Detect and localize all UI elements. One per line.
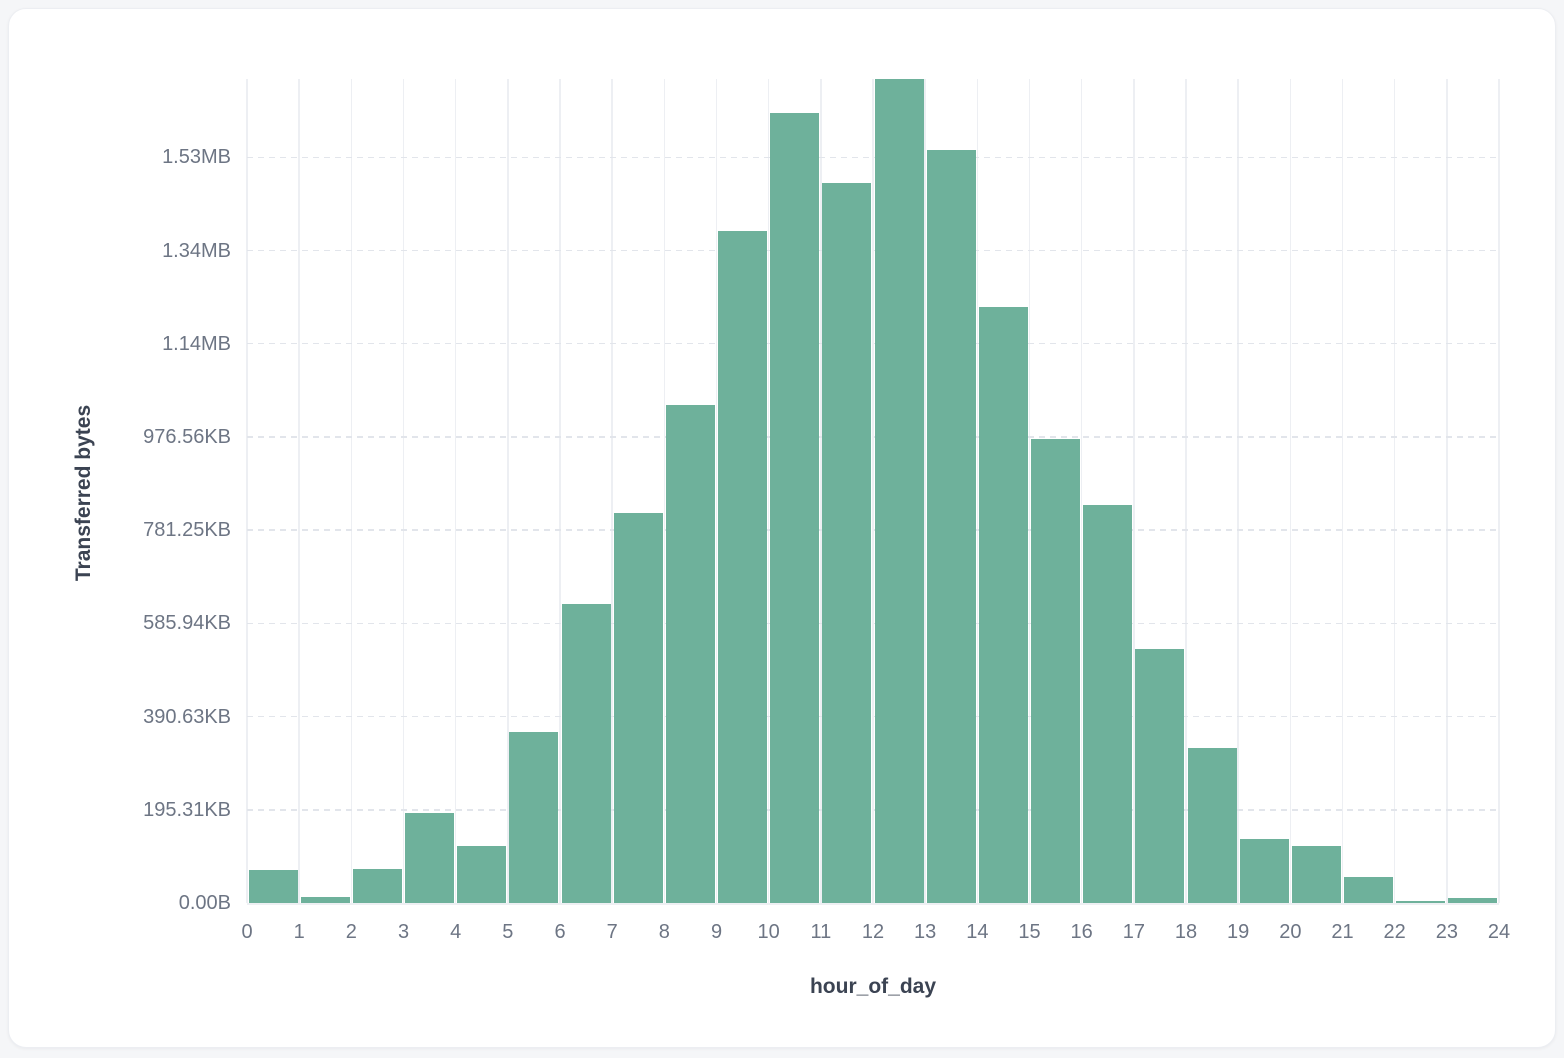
bar-hour-5[interactable] <box>509 731 559 903</box>
gridline-vertical <box>872 79 874 903</box>
bar-hour-13[interactable] <box>926 150 976 903</box>
x-tick-label: 0 <box>241 921 253 943</box>
x-tick-label: 3 <box>397 921 410 943</box>
gridline-vertical <box>298 79 300 903</box>
bar-hour-11[interactable] <box>822 183 872 903</box>
x-tick-label: 24 <box>1487 921 1511 943</box>
x-tick-label: 18 <box>1174 921 1198 943</box>
gridline-horizontal <box>247 715 1499 718</box>
gridline-vertical <box>924 79 926 903</box>
gridline-vertical <box>350 79 353 903</box>
gridline-vertical <box>1341 79 1344 903</box>
bar-hour-20[interactable] <box>1291 846 1341 903</box>
gridline-vertical <box>715 79 718 903</box>
bar-hour-4[interactable] <box>457 845 507 903</box>
bar-hour-12[interactable] <box>874 79 924 903</box>
x-tick-label: 1 <box>293 921 305 943</box>
gridline-vertical <box>611 79 613 903</box>
x-tick-label: 4 <box>450 921 462 943</box>
gridline-vertical <box>454 79 457 903</box>
gridline-vertical <box>1237 79 1239 903</box>
x-tick-label: 9 <box>710 921 723 943</box>
gridline-horizontal <box>247 622 1499 625</box>
gridline-vertical <box>976 79 979 903</box>
x-axis-title: hour_of_day <box>809 975 937 998</box>
bar-hour-17[interactable] <box>1135 649 1185 903</box>
bar-hour-14[interactable] <box>978 306 1028 903</box>
y-tick-label: 781.25KB <box>143 519 231 542</box>
bar-hour-21[interactable] <box>1344 876 1394 903</box>
bar-hour-0[interactable] <box>248 870 298 903</box>
gridline-horizontal <box>247 529 1499 531</box>
bar-hour-16[interactable] <box>1083 504 1133 903</box>
gridline-horizontal <box>247 809 1499 811</box>
gridline-vertical <box>559 79 561 903</box>
gridline-vertical <box>663 79 666 903</box>
x-tick-label: 6 <box>554 921 566 943</box>
gridline-vertical <box>246 79 248 903</box>
bar-hour-6[interactable] <box>561 604 611 903</box>
gridline-vertical <box>402 79 405 903</box>
x-tick-label: 21 <box>1331 921 1354 943</box>
gridline-horizontal <box>247 156 1499 159</box>
x-tick-label: 20 <box>1279 921 1302 943</box>
y-tick-label: 195.31KB <box>143 798 231 821</box>
bar-hour-23[interactable] <box>1448 897 1498 903</box>
x-tick-label: 15 <box>1018 921 1041 943</box>
x-tick-label: 14 <box>966 921 989 943</box>
y-tick-label: 1.53MB <box>162 146 231 169</box>
x-tick-label: 13 <box>914 921 937 943</box>
y-tick-label: 390.63KB <box>143 705 231 728</box>
y-tick-label: 585.94KB <box>143 612 231 635</box>
gridline-vertical <box>1080 79 1083 903</box>
x-tick-label: 23 <box>1435 921 1458 943</box>
gridline-vertical <box>767 79 770 903</box>
gridline-vertical <box>1446 79 1448 903</box>
bar-hour-22[interactable] <box>1396 901 1446 903</box>
gridline-horizontal <box>247 249 1499 252</box>
x-tick-label: 10 <box>757 921 780 943</box>
gridline-vertical <box>1393 79 1396 903</box>
x-tick-label: 22 <box>1383 921 1406 943</box>
bar-hour-15[interactable] <box>1031 438 1081 903</box>
x-tick-label: 11 <box>810 921 832 943</box>
y-tick-label: 1.14MB <box>162 332 231 355</box>
x-tick-label: 17 <box>1122 921 1145 943</box>
bar-hour-19[interactable] <box>1239 838 1289 903</box>
gridline-vertical <box>1498 79 1500 903</box>
x-tick-label: 12 <box>861 921 885 943</box>
bar-hour-10[interactable] <box>770 113 820 903</box>
x-tick-label: 19 <box>1227 921 1250 943</box>
gridline-vertical <box>1133 79 1135 903</box>
x-tick-label: 16 <box>1070 921 1093 943</box>
x-axis-line <box>247 903 1499 905</box>
plot-area: 0 1 2 3 4 5 6 7 8 9 10 11 12 13 14 15 16 17 18 19 20 21 22 23 24… <box>143 79 1510 943</box>
gridline-vertical <box>1028 79 1031 903</box>
gridline-horizontal <box>247 342 1499 345</box>
x-tick-label: 8 <box>658 921 670 943</box>
gridline-vertical <box>507 79 509 903</box>
y-axis-title: Transferred bytes <box>72 404 95 582</box>
gridline-vertical <box>820 79 822 903</box>
bar-hour-1[interactable] <box>300 897 350 903</box>
bar-hour-2[interactable] <box>352 869 402 903</box>
bar-hour-8[interactable] <box>665 405 715 903</box>
bar-hour-7[interactable] <box>613 512 663 903</box>
gridline-horizontal <box>247 436 1499 438</box>
x-tick-label: 7 <box>606 921 618 943</box>
gridline-vertical <box>1289 79 1292 903</box>
bar-hour-9[interactable] <box>718 230 768 903</box>
bar-hour-3[interactable] <box>405 813 455 903</box>
bar-hour-18[interactable] <box>1187 748 1237 903</box>
y-tick-label: 976.56KB <box>143 425 231 448</box>
y-tick-label: 0.00B <box>178 892 231 914</box>
x-tick-label: 2 <box>345 921 357 943</box>
x-tick-label: 5 <box>502 921 514 943</box>
gridline-vertical <box>1185 79 1187 903</box>
y-tick-label: 1.34MB <box>162 239 231 262</box>
